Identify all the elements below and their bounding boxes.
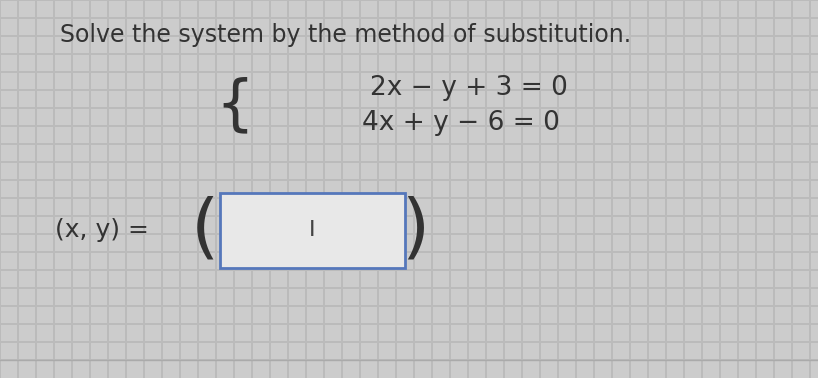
Text: Solve the system by the method of substitution.: Solve the system by the method of substi… [60,23,631,47]
Text: (: ( [191,195,219,265]
Text: (x, y) =: (x, y) = [55,218,149,242]
Text: 4x + y − 6 = 0: 4x + y − 6 = 0 [362,110,560,136]
FancyBboxPatch shape [220,193,405,268]
Text: 2x − y + 3 = 0: 2x − y + 3 = 0 [370,75,568,101]
Text: {: { [216,76,254,135]
Text: I: I [309,220,316,240]
Text: ): ) [401,195,429,265]
